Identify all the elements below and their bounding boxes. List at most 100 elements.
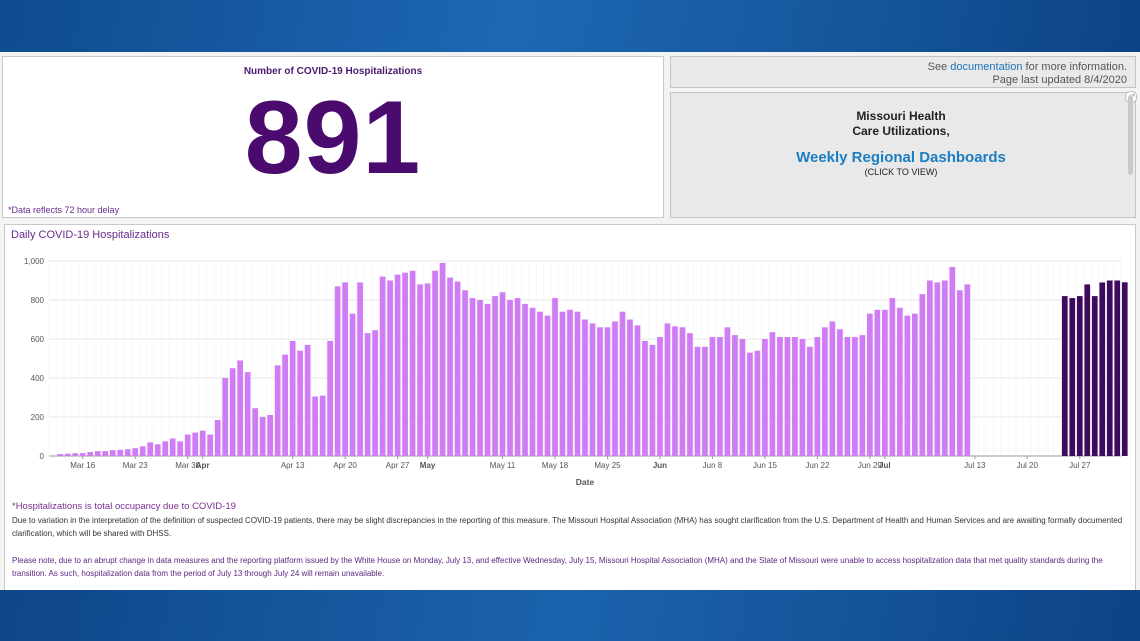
bar — [117, 449, 124, 456]
bar — [364, 333, 371, 456]
bar — [941, 280, 948, 456]
bar — [327, 340, 333, 456]
bar — [1069, 298, 1076, 456]
bar — [319, 395, 326, 456]
y-tick-label: 0 — [40, 452, 45, 461]
bar — [612, 321, 618, 456]
documentation-link[interactable]: documentation — [950, 61, 1023, 73]
bar — [102, 451, 109, 456]
bar — [1061, 296, 1068, 456]
bar — [574, 311, 581, 456]
bar — [679, 327, 686, 456]
bar — [859, 335, 866, 456]
bottom-banner — [0, 590, 1140, 641]
bar — [124, 449, 131, 456]
bar — [424, 283, 431, 456]
y-tick-label: 200 — [31, 413, 45, 422]
delay-note: *Data reflects 72 hour delay — [8, 205, 120, 215]
bar — [664, 323, 671, 456]
bar — [559, 311, 566, 456]
footnote-variation: Due to variation in the interpretation o… — [12, 516, 1123, 538]
panel-scrollbar[interactable] — [1128, 95, 1133, 175]
bar — [627, 319, 633, 456]
bar — [702, 346, 708, 456]
x-tick-label: Jun 22 — [805, 461, 830, 470]
y-tick-label: 600 — [31, 335, 45, 344]
bar — [447, 277, 453, 456]
bar — [1099, 282, 1106, 456]
bar — [867, 313, 873, 456]
hospitalization-count-value: 891 — [244, 80, 422, 196]
bar — [732, 335, 738, 456]
bar — [919, 294, 926, 456]
bar — [454, 281, 461, 456]
bar — [657, 337, 663, 456]
doc-rest-text: for more information. — [1025, 61, 1127, 73]
bar — [904, 315, 911, 456]
x-tick-label: May — [420, 461, 436, 470]
x-tick-label: Jul 20 — [1017, 461, 1039, 470]
bar — [139, 446, 146, 456]
bar — [762, 339, 768, 456]
last-updated-text: Page last updated 8/4/2020 — [992, 74, 1127, 86]
x-tick-label: Jun 15 — [753, 461, 778, 470]
bar — [934, 282, 941, 456]
bar — [417, 284, 423, 456]
weekly-regional-dashboards-link[interactable]: Weekly Regional Dashboards — [796, 149, 1006, 166]
bar — [274, 365, 281, 456]
bar — [462, 290, 468, 456]
bar — [747, 352, 753, 456]
bar — [469, 298, 476, 456]
bar — [184, 434, 191, 456]
bar — [769, 332, 776, 456]
x-tick-label: Apr — [196, 461, 210, 470]
bar — [634, 325, 641, 456]
bar — [642, 340, 648, 456]
bar — [372, 330, 378, 456]
bar — [1121, 282, 1128, 456]
bar — [244, 372, 251, 456]
bar — [484, 303, 491, 456]
top-banner — [0, 0, 1140, 52]
bar — [297, 350, 303, 456]
bar — [949, 266, 956, 456]
bar — [514, 298, 521, 456]
bar — [792, 337, 798, 456]
bar — [529, 307, 536, 456]
bar — [162, 441, 169, 456]
bar — [844, 337, 851, 456]
bar — [897, 307, 903, 456]
click-to-view-text: (CLICK TO VIEW) — [864, 167, 938, 177]
bar — [724, 327, 731, 456]
bar — [379, 276, 386, 456]
documentation-line: See documentation for more information. — [928, 61, 1127, 73]
bar — [1114, 280, 1121, 456]
bar — [147, 442, 154, 456]
count-title: Number of COVID-19 Hospitalizations — [243, 66, 423, 77]
bar — [207, 434, 214, 456]
bar — [394, 274, 401, 456]
bar — [192, 432, 199, 456]
bar — [597, 327, 603, 456]
regional-dashboards-panel: ⤢ Missouri Health Care Utilizations, Wee… — [670, 91, 1137, 218]
bar — [777, 337, 783, 456]
bar — [739, 339, 746, 456]
bar — [829, 321, 836, 456]
bar — [882, 309, 888, 456]
bar — [409, 270, 416, 456]
bar — [956, 290, 963, 456]
bar — [259, 417, 266, 456]
x-tick-label: Apr 13 — [281, 461, 305, 470]
bar — [229, 368, 236, 456]
bar — [237, 360, 244, 456]
bar — [199, 430, 206, 456]
bar — [1091, 296, 1098, 456]
bar — [522, 303, 528, 456]
bar — [334, 286, 341, 456]
x-tick-label: Jul 13 — [964, 461, 986, 470]
bar — [822, 327, 828, 456]
x-tick-label: Jul 27 — [1069, 461, 1091, 470]
x-tick-label: Jun — [653, 461, 667, 470]
bar — [889, 298, 896, 456]
